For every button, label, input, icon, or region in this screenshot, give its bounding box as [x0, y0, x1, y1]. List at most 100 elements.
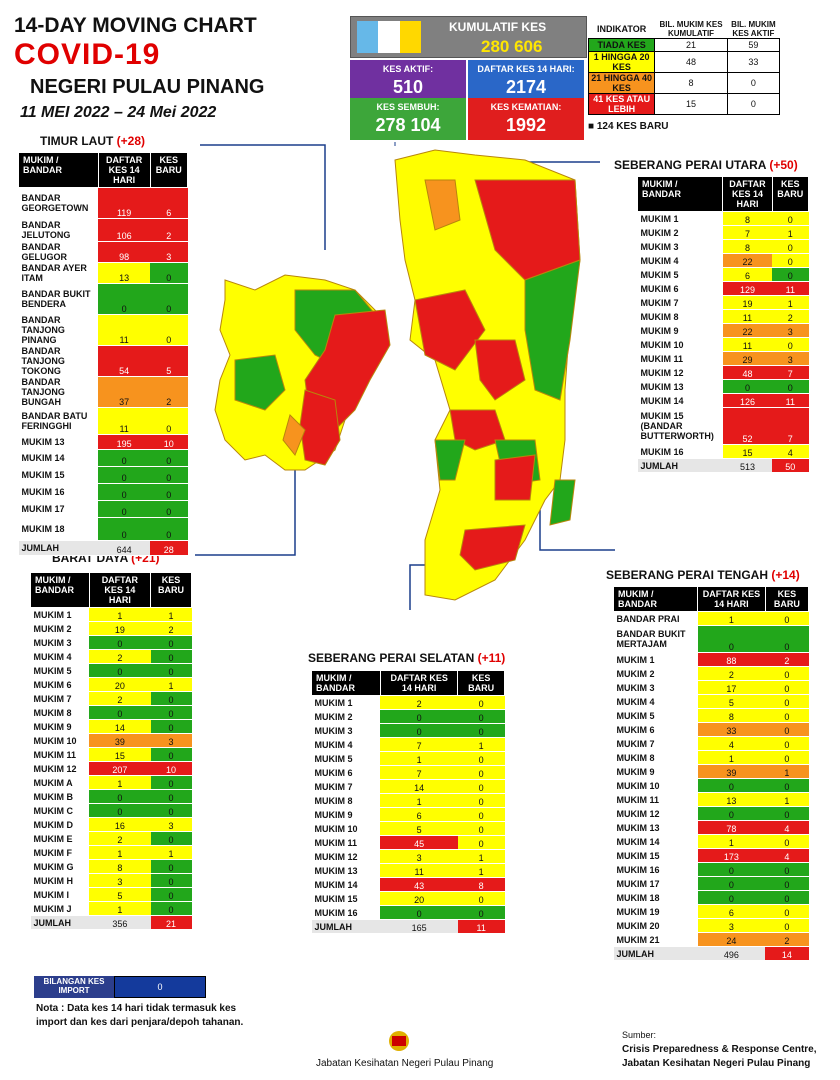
- mukim-name: MUKIM 3: [613, 680, 698, 695]
- daftar-kes-cell: 11: [722, 337, 773, 352]
- table-row: MUKIM 11 13 1: [613, 792, 809, 807]
- kes-baru-cell: 1: [765, 792, 809, 807]
- table-row: MUKIM 14 1 0: [613, 834, 809, 849]
- table-row: JUMLAH 356 21: [30, 915, 192, 930]
- mukim-name: MUKIM 4: [613, 694, 698, 709]
- daftar-kes-cell: 6: [722, 267, 773, 282]
- indikator-header: INDIKATOR: [597, 24, 647, 34]
- mukim-name: MUKIM 16: [613, 862, 698, 877]
- column-header: DAFTAR KES 14 HARI: [88, 572, 152, 608]
- kes-baru-cell: 10: [150, 434, 188, 450]
- daftar-kes-cell: 11: [98, 407, 151, 435]
- column-header: MUKIM / BANDAR: [30, 572, 90, 608]
- section-title: TIMUR LAUT: [40, 134, 114, 148]
- daftar-kes-cell: 22: [722, 253, 773, 268]
- footer-sumber2: Jabatan Kesihatan Negeri Pulau Pinang: [622, 1058, 811, 1069]
- daftar-kes-cell: 8: [697, 708, 766, 723]
- mukim-name: MUKIM 1: [637, 211, 723, 226]
- kes-baru-cell: 0: [150, 517, 188, 541]
- mukim-name: MUKIM 2: [30, 621, 90, 636]
- table-row: MUKIM 6 129 11: [637, 281, 809, 296]
- mukim-name: MUKIM 10: [637, 337, 723, 352]
- daftar-kes-cell: 0: [98, 449, 151, 467]
- column-header: DAFTAR KES 14 HARI: [697, 586, 766, 612]
- connector-sp-tengah: [539, 510, 615, 551]
- kes-baru-cell: 1: [150, 607, 192, 622]
- daftar-kes-cell: 0: [98, 283, 151, 315]
- mukim-name: JUMLAH: [637, 458, 723, 473]
- mukim-name: BANDAR BUKIT BENDERA: [18, 283, 99, 315]
- mukim-name: MUKIM 7: [637, 295, 723, 310]
- mukim-name: MUKIM A: [30, 775, 90, 790]
- chart-subtitle: 14-DAY MOVING CHART: [14, 14, 257, 37]
- kes-baru-cell: 28: [150, 540, 188, 556]
- penang-island: [214, 274, 391, 471]
- table-row: MUKIM 10 0 0: [613, 778, 809, 793]
- table-row: MUKIM 14 0 0: [18, 449, 188, 467]
- sembuh-label: KES SEMBUH:: [376, 102, 440, 112]
- daftar-kes-cell: 1: [697, 611, 766, 626]
- daftar-kes-cell: 0: [89, 705, 151, 720]
- mukim-name: MUKIM B: [30, 789, 90, 804]
- daftar-kes-cell: 496: [697, 946, 766, 961]
- mukim-name: MUKIM 9: [613, 764, 698, 779]
- sp-selatan-table: MUKIM / BANDAR DAFTAR KES 14 HARI KES BARU…: [311, 670, 505, 934]
- kes-baru-cell: 2: [772, 309, 809, 324]
- kes-baru-text: 124 KES BARU: [596, 121, 669, 132]
- mukim-name: MUKIM 7: [613, 736, 698, 751]
- mukim-name: MUKIM 12: [637, 365, 723, 380]
- table-row: MUKIM 10 39 3: [30, 733, 192, 748]
- kes-baru-cell: 6: [150, 187, 188, 219]
- table-row: JUMLAH 496 14: [613, 946, 809, 961]
- kes-baru-cell: 0: [457, 695, 505, 710]
- daftar-kes-cell: 0: [697, 862, 766, 877]
- table-row: MUKIM 1 88 2: [613, 652, 809, 667]
- table-row: MUKIM 3 17 0: [613, 680, 809, 695]
- kes-baru-cell: 3: [150, 241, 188, 263]
- kes-baru-cell: 3: [772, 323, 809, 338]
- daftar-kes-cell: 17: [697, 680, 766, 695]
- table-row: BANDAR PRAI 1 0: [613, 611, 809, 626]
- mukim-name: MUKIM 9: [311, 807, 381, 822]
- mukim-name: MUKIM 1: [613, 652, 698, 667]
- daftar-kes-cell: 106: [98, 218, 151, 242]
- mukim-name: BANDAR BUKIT MERTAJAM: [613, 625, 698, 653]
- table-row: BANDAR TANJONG BUNGAH 37 2: [18, 376, 188, 408]
- kes-baru-cell: 0: [150, 283, 188, 315]
- daftar-kes-cell: 0: [697, 806, 766, 821]
- mukim-name: JUMLAH: [18, 540, 99, 556]
- daftar-kes-cell: 7: [380, 765, 458, 780]
- daftar-kes-cell: 1: [380, 751, 458, 766]
- kes-baru-cell: 0: [765, 834, 809, 849]
- kes-baru-cell: 0: [150, 663, 192, 678]
- table-header: MUKIM / BANDAR DAFTAR KES 14 HARI KES BARU: [311, 670, 505, 696]
- kumulatif-box: KUMULATIF KES 280 606: [350, 16, 587, 58]
- table-row: MUKIM 20 3 0: [613, 918, 809, 933]
- table-row: BANDAR GEORGETOWN 119 6: [18, 187, 188, 219]
- column-header: MUKIM / BANDAR: [636, 176, 724, 212]
- kes-baru-cell: 0: [150, 887, 192, 902]
- table-row: MUKIM 4 22 0: [637, 253, 809, 268]
- table-row: MUKIM 12 0 0: [613, 806, 809, 821]
- state-title: NEGERI PULAU PINANG: [30, 76, 265, 98]
- indikator-header-kum: BIL. MUKIM KES KUMULATIF: [659, 20, 723, 38]
- daftar-kes-cell: 39: [89, 733, 151, 748]
- indikator-row: 41 KES ATAU LEBIH 15 0: [587, 93, 781, 115]
- section-delta: (+50): [769, 158, 798, 172]
- kes-baru-cell: 0: [765, 778, 809, 793]
- indikator-kum: 21: [654, 38, 728, 52]
- table-row: MUKIM 9 14 0: [30, 719, 192, 734]
- table-row: MUKIM 2 19 2: [30, 621, 192, 636]
- table-row: MUKIM 13 195 10: [18, 434, 188, 450]
- indikator-row: 21 HINGGA 40 KES 8 0: [587, 72, 781, 94]
- kes-baru-cell: 14: [765, 946, 809, 961]
- kes-baru-cell: 7: [772, 365, 809, 380]
- kes-baru-cell: 2: [765, 932, 809, 947]
- daftar-kes-cell: 1: [697, 750, 766, 765]
- daftar-kes-cell: 207: [89, 761, 151, 776]
- daftar-kes-cell: 20: [89, 677, 151, 692]
